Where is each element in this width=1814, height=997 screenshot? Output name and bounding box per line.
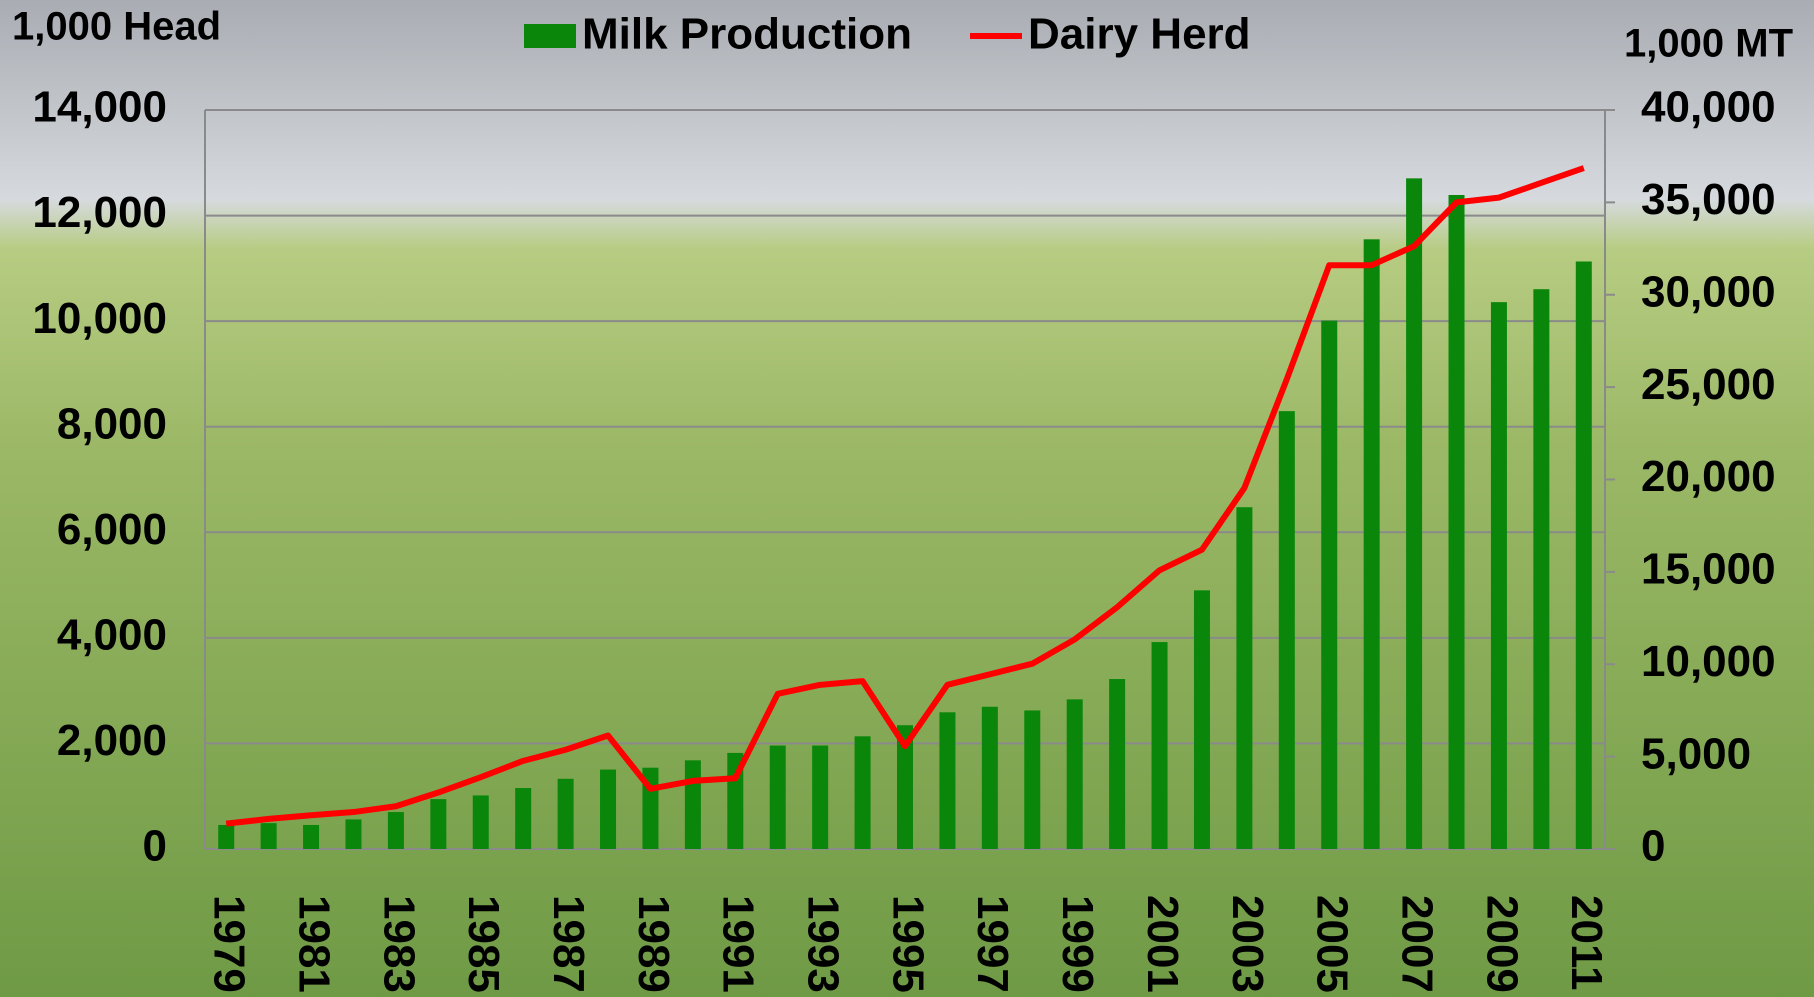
x-tick-label: 2003 [1223,895,1272,993]
bar [1321,321,1337,849]
y2-tick-label: 0 [1641,822,1665,871]
y-tick-label: 4,000 [57,610,167,659]
x-tick-label: 1979 [205,895,254,993]
x-tick-label: 1993 [799,895,848,993]
bar [515,788,531,849]
bar [812,746,828,849]
bar [1449,195,1465,849]
legend: Milk Production Dairy Herd [524,10,1251,59]
bar [1067,699,1083,849]
bar [345,819,361,849]
x-tick-label: 1987 [544,895,593,993]
x-tick-label: 1989 [629,895,678,993]
bar [473,795,489,849]
bar [261,823,277,849]
bar [1279,411,1295,849]
y-tick-label: 2,000 [57,716,167,765]
x-tick-label: 2009 [1477,895,1526,993]
y-tick-label: 0 [143,822,167,871]
x-tick-label: 1981 [289,895,338,993]
x-tick-label: 1997 [968,895,1017,993]
y2-tick-label: 5,000 [1641,729,1751,778]
bar [770,746,786,849]
bar [1109,679,1125,849]
bar [982,707,998,849]
y-tick-label: 12,000 [32,188,167,237]
bar [303,825,319,849]
bar [218,825,234,849]
bar [1236,507,1252,849]
chart: 1,000 Head 1,000 MT Milk Production Dairy… [0,0,1814,997]
y2-tick-label: 15,000 [1641,545,1776,594]
x-tick-label: 1985 [459,895,508,993]
x-tick-label: 1983 [374,895,423,993]
x-tick-label: 2007 [1392,895,1441,993]
bar [685,760,701,849]
bar [939,712,955,849]
y2-tick-label: 40,000 [1641,83,1776,132]
bar [558,779,574,849]
y-tick-label: 6,000 [57,505,167,554]
y-tick-label: 8,000 [57,399,167,448]
y2-tick-label: 25,000 [1641,360,1776,409]
bar [855,736,871,849]
x-tick-label: 1995 [883,895,932,993]
x-tick-label: 1991 [714,895,763,993]
x-tick-label: 1999 [1053,895,1102,993]
bar [1152,642,1168,849]
bar [1364,239,1380,849]
bar [1024,710,1040,849]
bar [430,799,446,849]
y-axis-label: 1,000 Head [12,5,221,49]
y2-tick-label: 10,000 [1641,637,1776,686]
legend-swatch [524,24,576,48]
y-tick-label: 14,000 [32,83,167,132]
bar [1533,289,1549,849]
y-tick-label: 10,000 [32,294,167,343]
x-tick-label: 2011 [1562,895,1611,990]
y2-axis-label: 1,000 MT [1624,22,1793,66]
x-tick-label: 2001 [1138,895,1187,993]
legend-label: Dairy Herd [1028,10,1251,59]
bar [1406,178,1422,849]
legend-label: Milk Production [582,10,912,59]
bar [1194,590,1210,849]
bar [388,812,404,849]
bar [600,770,616,849]
y2-tick-label: 30,000 [1641,267,1776,316]
bar [1491,302,1507,849]
x-tick-label: 2005 [1308,895,1357,993]
y2-tick-label: 35,000 [1641,175,1776,224]
y2-tick-label: 20,000 [1641,452,1776,501]
bar [1576,261,1592,849]
